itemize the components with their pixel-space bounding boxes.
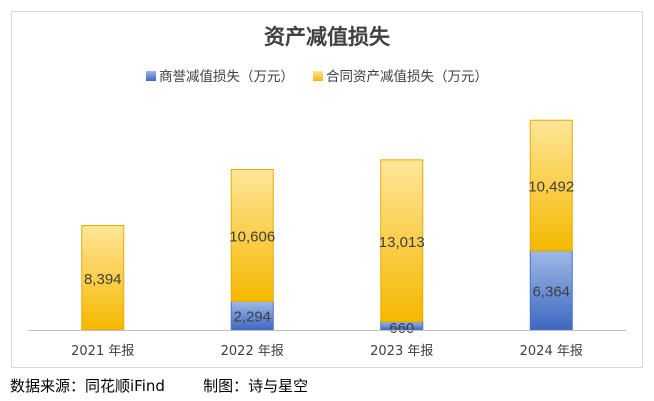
bar-contract-2 (380, 159, 424, 323)
data-label-goodwill-2: 660 (389, 320, 414, 337)
source-note: 数据来源：同花顺iFind (10, 377, 165, 395)
x-tick-label-3: 2024 年报 (520, 344, 583, 359)
bar-contract-0 (81, 225, 125, 331)
data-label-contract-1: 10,606 (229, 228, 275, 245)
x-tick-label-2: 2023 年报 (370, 344, 433, 359)
footer-note: 数据来源：同花顺iFind 制图：诗与星空 (10, 375, 308, 396)
x-tick-label-1: 2022 年报 (221, 344, 284, 359)
data-label-goodwill-1: 2,294 (233, 309, 271, 326)
x-tick-labels: 2021 年报 2022 年报 2023 年报 2024 年报 (71, 344, 583, 359)
legend-swatch-1 (313, 71, 323, 81)
data-label-goodwill-3: 6,364 (532, 283, 570, 300)
bar-goodwill-3 (529, 250, 573, 331)
data-label-contract-3: 10,492 (528, 179, 574, 196)
chart-title: 资产减值损失 (264, 24, 391, 49)
data-label-contract-2: 13,013 (379, 234, 425, 251)
chart: 资产减值损失 商誉减值损失（万元）合同资产减值损失（万元） -8,3942,29… (28, 24, 626, 359)
legend-label-1: 合同资产减值损失（万元） (326, 69, 488, 85)
legend: 商誉减值损失（万元） 合同资产减值损失（万元） (146, 69, 488, 85)
legend-label-0: 商誉减值损失（万元） (159, 69, 294, 85)
x-tick-label-0: 2021 年报 (71, 344, 134, 359)
legend-swatch-0 (146, 71, 156, 81)
author-note: 制图：诗与星空 (203, 377, 309, 395)
bar-contract-1 (230, 168, 274, 302)
data-label-contract-0: 8,394 (84, 271, 122, 288)
bar-contract-3 (529, 119, 573, 252)
